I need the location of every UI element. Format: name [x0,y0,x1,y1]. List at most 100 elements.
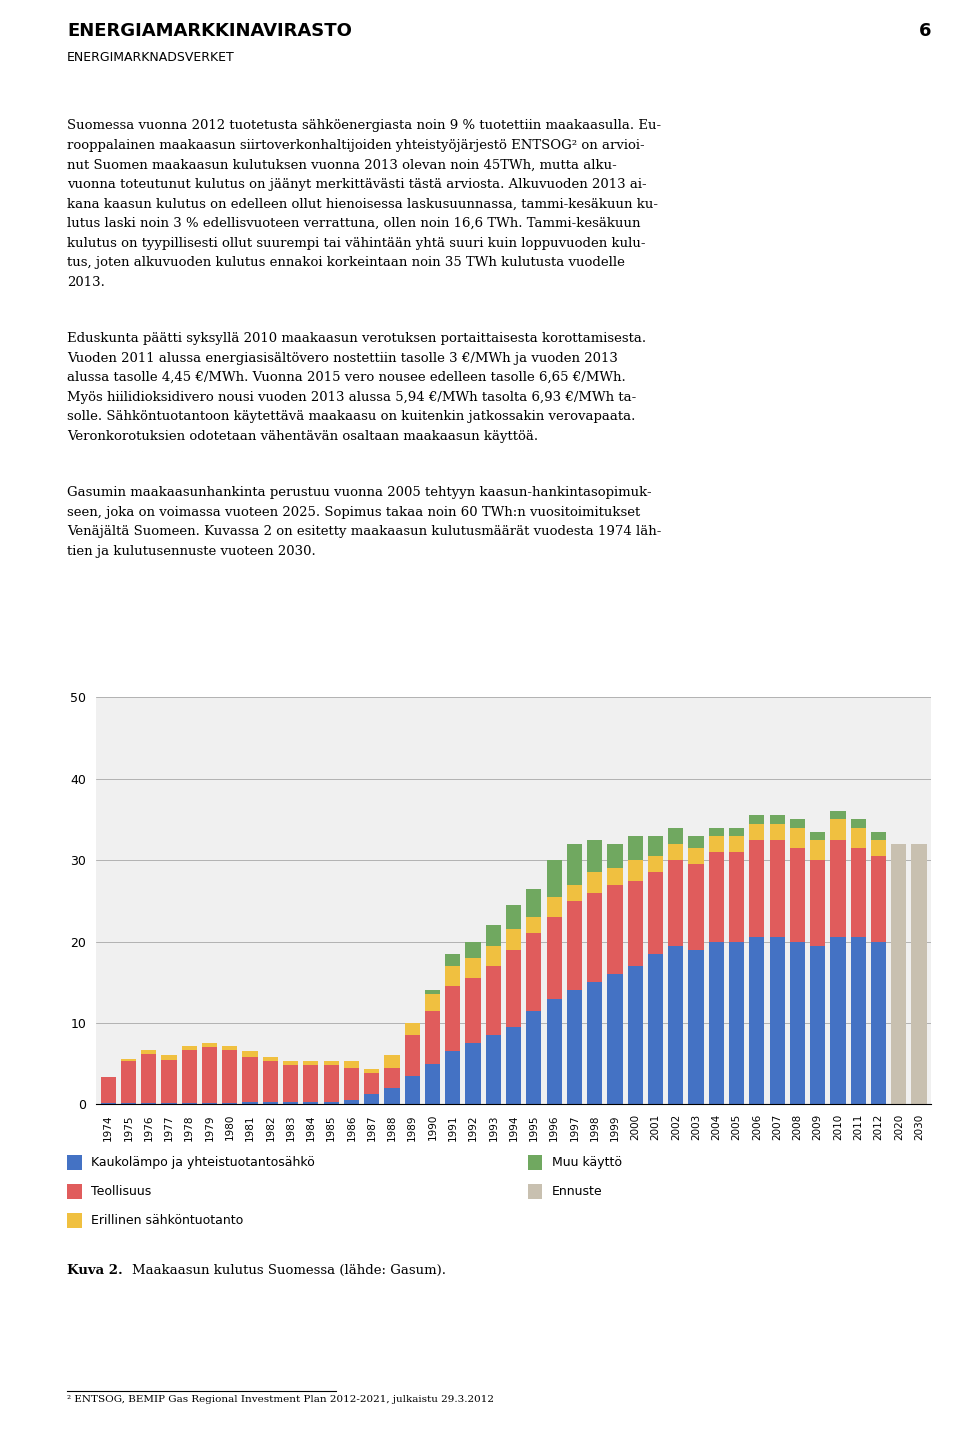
Bar [425,1011,440,1064]
Bar [851,828,866,849]
Bar [506,950,521,1027]
Bar [830,811,846,819]
Bar [303,1101,319,1104]
Text: Gasumin maakaasunhankinta perustuu vuonna 2005 tehtyyn kaasun-hankintasopimuk-: Gasumin maakaasunhankinta perustuu vuonn… [67,485,652,498]
Text: tien ja kulutusennuste vuoteen 2030.: tien ja kulutusennuste vuoteen 2030. [67,545,316,558]
Text: nut Suomen maakaasun kulutuksen vuonna 2013 olevan noin 45TWh, mutta alku-: nut Suomen maakaasun kulutuksen vuonna 2… [67,158,617,171]
Bar [810,860,826,946]
Bar [851,819,866,828]
Bar [141,1053,156,1103]
Text: Vuoden 2011 alussa energiasisältövero nostettiin tasolle 3 €/MWh ja vuoden 2013: Vuoden 2011 alussa energiasisältövero no… [67,352,618,365]
Bar [67,1155,82,1170]
Bar [708,835,724,851]
Bar [708,828,724,835]
Bar [810,840,826,860]
Text: seen, joka on voimassa vuoteen 2025. Sopimus takaa noin 60 TWh:n vuositoimitukse: seen, joka on voimassa vuoteen 2025. Sop… [67,506,640,519]
Bar [588,892,602,982]
Bar [588,872,602,892]
Bar [871,942,886,1104]
Bar [425,991,440,994]
Text: Ennuste: Ennuste [552,1186,603,1197]
Bar [546,860,562,897]
Bar [404,1023,420,1035]
Bar [749,824,764,840]
Bar [506,930,521,950]
Bar [263,1058,278,1061]
Text: Erillinen sähköntuotanto: Erillinen sähköntuotanto [91,1215,244,1226]
Bar [303,1065,319,1101]
Bar [810,946,826,1104]
Bar [830,937,846,1104]
Bar [324,1061,339,1065]
Bar [445,987,461,1052]
Bar [384,1088,399,1104]
Bar [364,1094,379,1104]
Bar [202,1043,217,1048]
Bar [526,933,541,1011]
Bar [749,937,764,1104]
Bar [466,942,481,958]
Bar [729,851,744,942]
Bar [526,1011,541,1104]
Bar [790,942,805,1104]
Bar [608,885,623,974]
Bar [851,849,866,937]
Bar [528,1184,542,1199]
Bar [668,844,684,860]
Bar [486,946,501,966]
Bar [608,869,623,885]
Bar [608,974,623,1104]
Text: 6: 6 [919,22,931,39]
Bar [526,889,541,917]
Bar [283,1065,299,1101]
Bar [871,840,886,856]
Bar [546,917,562,998]
Bar [566,885,582,901]
Bar [466,978,481,1043]
Bar [181,1103,197,1104]
Bar [67,1213,82,1228]
Bar [222,1046,237,1049]
Bar [222,1103,237,1104]
Bar [688,950,704,1104]
Text: Veronkorotuksien odotetaan vähentävän osaltaan maakaasun käyttöä.: Veronkorotuksien odotetaan vähentävän os… [67,430,539,443]
Bar [830,840,846,937]
Bar [770,824,784,840]
Text: ENERGIMARKNADSVERKET: ENERGIMARKNADSVERKET [67,51,235,64]
Bar [141,1103,156,1104]
Bar [648,872,663,953]
Bar [546,998,562,1104]
Bar [566,991,582,1104]
Bar [121,1059,136,1061]
Bar [344,1100,359,1104]
Bar [283,1061,299,1065]
Bar [404,1075,420,1104]
Bar [506,905,521,930]
Text: Muu käyttö: Muu käyttö [552,1157,622,1168]
Bar [101,1077,116,1103]
Bar [222,1049,237,1103]
Text: Kaukolämpo ja yhteistuotantosähkö: Kaukolämpo ja yhteistuotantosähkö [91,1157,315,1168]
Bar [121,1061,136,1103]
Bar [161,1055,177,1059]
Bar [648,953,663,1104]
Bar [770,840,784,937]
Bar [729,835,744,851]
Bar [911,844,926,1104]
Text: Eduskunta päätti syksyllä 2010 maakaasun verotuksen portaittaisesta korottamises: Eduskunta päätti syksyllä 2010 maakaasun… [67,333,646,344]
Bar [202,1048,217,1103]
Bar [891,844,906,1104]
Bar [526,917,541,933]
Bar [688,835,704,849]
Bar [181,1049,197,1103]
Bar [445,966,461,987]
Bar [161,1059,177,1103]
Bar [528,1155,542,1170]
Bar [790,849,805,942]
Bar [181,1046,197,1049]
Bar [566,844,582,885]
Text: kana kaasun kulutus on edelleen ollut hienoisessa laskusuunnassa, tammi-kesäkuun: kana kaasun kulutus on edelleen ollut hi… [67,198,659,211]
Bar [546,897,562,917]
Bar [486,1035,501,1104]
Bar [425,994,440,1011]
